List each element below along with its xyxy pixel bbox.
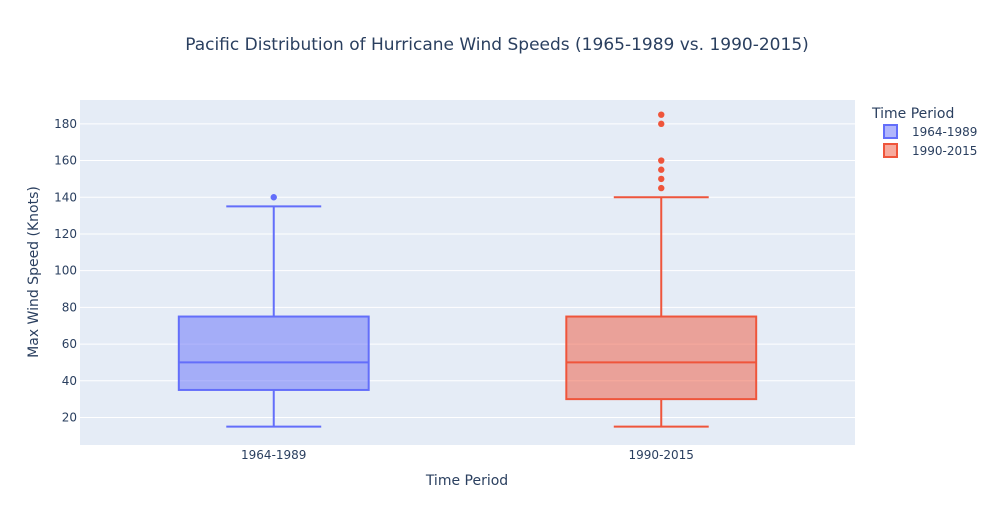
x-tick-label: 1990-2015 [629,448,694,462]
legend-label: 1964-1989 [912,125,977,139]
y-tick-label: 160 [54,154,77,168]
outlier-point [658,111,665,118]
outlier-point [658,184,665,192]
y-tick-label: 180 [54,117,77,131]
y-tick-label: 80 [62,300,77,314]
legend-title: Time Period [871,106,954,122]
outlier-point [658,157,665,164]
outlier-point [658,120,665,128]
y-tick-label: 100 [54,264,77,278]
legend-swatch [883,124,898,139]
iqr-box [177,315,370,391]
iqr-box [565,315,758,401]
box-1964-1989[interactable] [177,194,370,428]
legend-label: 1990-2015 [912,144,977,158]
outlier-point [658,175,665,183]
chart-title: Pacific Distribution of Hurricane Wind S… [185,35,809,55]
y-tick-label: 140 [54,190,77,204]
y-tick-label: 120 [54,227,77,241]
legend-item-1964-1989[interactable]: 1964-1989 [883,124,977,139]
legend[interactable]: 1964-1989 1990-2015 [883,124,977,158]
outlier-point [270,194,277,201]
boxes [177,111,758,428]
box-1990-2015[interactable] [565,111,758,428]
x-tick-label: 1964-1989 [241,448,306,462]
x-axis-title: Time Period [425,473,508,489]
legend-swatch [883,143,898,158]
y-axis-title: Max Wind Speed (Knots) [26,186,42,358]
x-tick-labels: 1964-1989 1990-2015 [241,448,694,462]
y-tick-label: 20 [62,410,77,424]
outlier-point [658,166,665,173]
y-tick-label: 60 [62,337,77,351]
y-tick-label: 40 [62,374,77,388]
legend-item-1990-2015[interactable]: 1990-2015 [883,143,977,158]
y-tick-labels: 20 40 60 80 100 120 140 160 180 [54,117,77,425]
